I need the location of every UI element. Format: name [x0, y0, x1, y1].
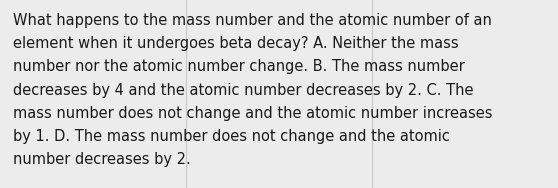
Text: by 1. D. The mass number does not change and the atomic: by 1. D. The mass number does not change…	[13, 129, 450, 144]
Text: decreases by 4 and the atomic number decreases by 2. C. The: decreases by 4 and the atomic number dec…	[13, 83, 474, 98]
Text: number decreases by 2.: number decreases by 2.	[13, 152, 191, 167]
Text: What happens to the mass number and the atomic number of an: What happens to the mass number and the …	[13, 13, 492, 28]
Text: number nor the atomic number change. B. The mass number: number nor the atomic number change. B. …	[13, 59, 465, 74]
Text: mass number does not change and the atomic number increases: mass number does not change and the atom…	[13, 106, 493, 121]
Text: element when it undergoes beta decay? A. Neither the mass: element when it undergoes beta decay? A.…	[13, 36, 459, 51]
